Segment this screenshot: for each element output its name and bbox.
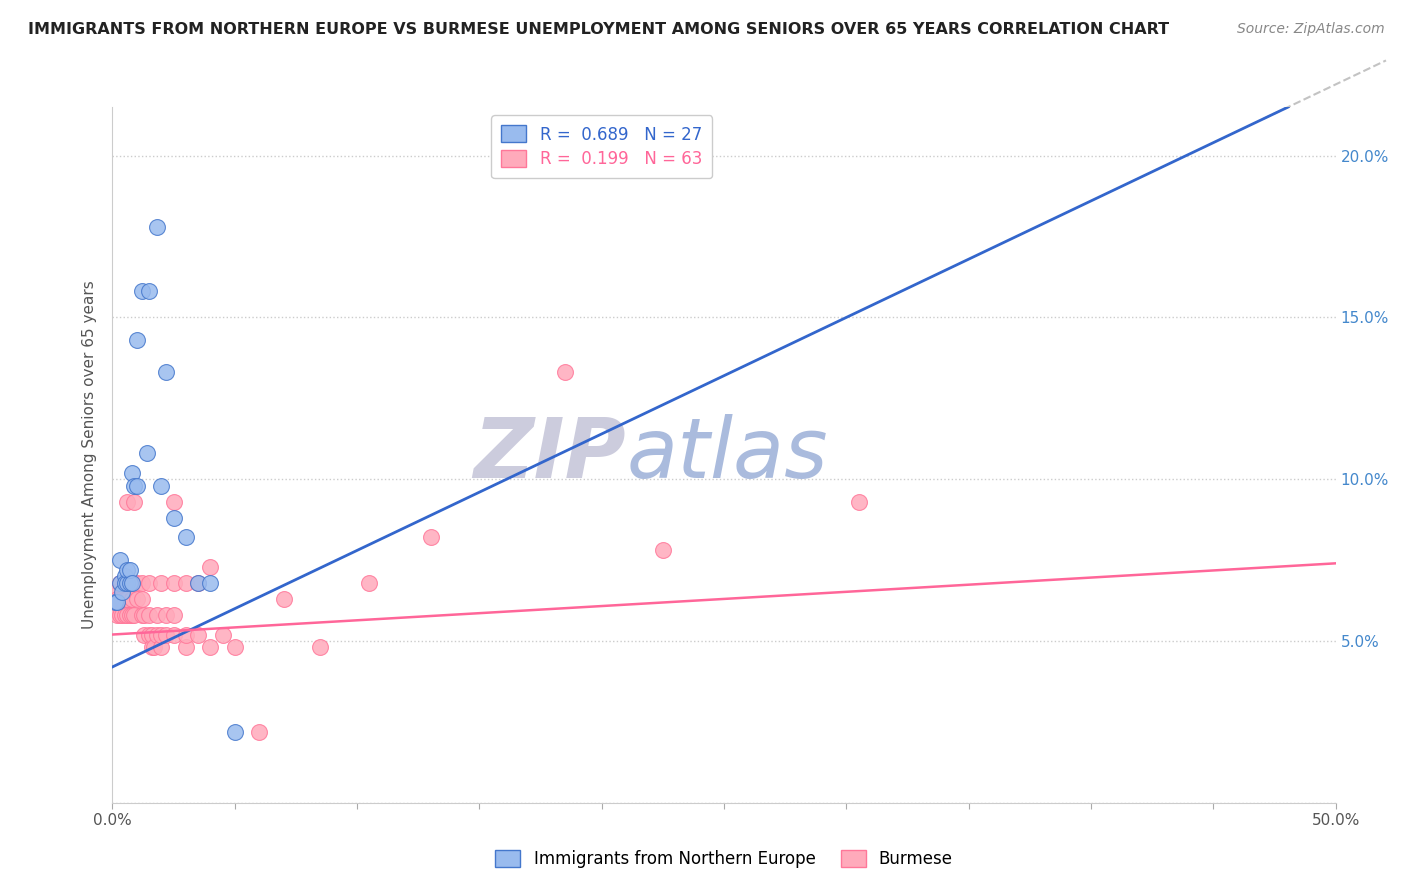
- Text: Source: ZipAtlas.com: Source: ZipAtlas.com: [1237, 22, 1385, 37]
- Point: [150, 627, 173, 641]
- Point: [124, 478, 146, 492]
- Point: [121, 591, 143, 606]
- Point: [114, 575, 136, 590]
- Point: [121, 466, 143, 480]
- Point: [200, 640, 222, 655]
- Legend: Immigrants from Northern Europe, Burmese: Immigrants from Northern Europe, Burmese: [489, 843, 959, 874]
- Point: [309, 640, 332, 655]
- Point: [141, 640, 163, 655]
- Point: [121, 575, 143, 590]
- Point: [141, 627, 163, 641]
- Point: [108, 575, 131, 590]
- Point: [138, 627, 160, 641]
- Point: [163, 495, 186, 509]
- Point: [124, 608, 146, 623]
- Point: [108, 608, 131, 623]
- Point: [104, 585, 127, 599]
- Text: ZIP: ZIP: [474, 415, 626, 495]
- Point: [174, 531, 197, 545]
- Point: [104, 595, 127, 609]
- Point: [211, 627, 233, 641]
- Point: [138, 575, 160, 590]
- Point: [125, 478, 148, 492]
- Point: [105, 591, 128, 606]
- Point: [105, 608, 128, 623]
- Point: [155, 627, 177, 641]
- Point: [115, 495, 138, 509]
- Point: [155, 365, 177, 379]
- Point: [125, 591, 148, 606]
- Y-axis label: Unemployment Among Seniors over 65 years: Unemployment Among Seniors over 65 years: [82, 281, 97, 629]
- Point: [134, 608, 156, 623]
- Point: [135, 446, 157, 460]
- Point: [125, 575, 148, 590]
- Point: [114, 608, 136, 623]
- Point: [174, 627, 197, 641]
- Point: [134, 627, 156, 641]
- Point: [187, 627, 209, 641]
- Point: [150, 640, 173, 655]
- Point: [131, 575, 153, 590]
- Point: [111, 585, 134, 599]
- Point: [200, 575, 222, 590]
- Point: [118, 575, 141, 590]
- Point: [108, 553, 131, 567]
- Point: [118, 563, 141, 577]
- Point: [224, 640, 246, 655]
- Point: [174, 640, 197, 655]
- Point: [200, 559, 222, 574]
- Point: [108, 575, 131, 590]
- Point: [145, 219, 167, 234]
- Point: [224, 724, 246, 739]
- Point: [554, 365, 576, 379]
- Point: [114, 575, 136, 590]
- Point: [174, 575, 197, 590]
- Point: [145, 627, 167, 641]
- Point: [131, 285, 153, 299]
- Text: atlas: atlas: [626, 415, 828, 495]
- Point: [111, 608, 134, 623]
- Point: [359, 575, 381, 590]
- Point: [121, 608, 143, 623]
- Point: [138, 608, 160, 623]
- Text: IMMIGRANTS FROM NORTHERN EUROPE VS BURMESE UNEMPLOYMENT AMONG SENIORS OVER 65 YE: IMMIGRANTS FROM NORTHERN EUROPE VS BURME…: [28, 22, 1170, 37]
- Point: [187, 575, 209, 590]
- Point: [115, 563, 138, 577]
- Point: [125, 333, 148, 347]
- Point: [114, 569, 136, 583]
- Point: [163, 627, 186, 641]
- Point: [273, 591, 295, 606]
- Point: [115, 575, 138, 590]
- Point: [138, 285, 160, 299]
- Point: [163, 608, 186, 623]
- Point: [652, 543, 675, 558]
- Point: [150, 478, 173, 492]
- Point: [114, 591, 136, 606]
- Point: [247, 724, 270, 739]
- Point: [131, 591, 153, 606]
- Point: [155, 608, 177, 623]
- Point: [145, 608, 167, 623]
- Point: [131, 608, 153, 623]
- Point: [111, 591, 134, 606]
- Point: [848, 495, 870, 509]
- Point: [115, 608, 138, 623]
- Point: [104, 601, 127, 615]
- Point: [118, 608, 141, 623]
- Point: [118, 575, 141, 590]
- Point: [108, 591, 131, 606]
- Point: [124, 495, 146, 509]
- Point: [163, 575, 186, 590]
- Point: [115, 591, 138, 606]
- Point: [121, 575, 143, 590]
- Point: [163, 511, 186, 525]
- Point: [187, 575, 209, 590]
- Point: [150, 575, 173, 590]
- Point: [143, 640, 166, 655]
- Point: [419, 531, 441, 545]
- Point: [105, 595, 128, 609]
